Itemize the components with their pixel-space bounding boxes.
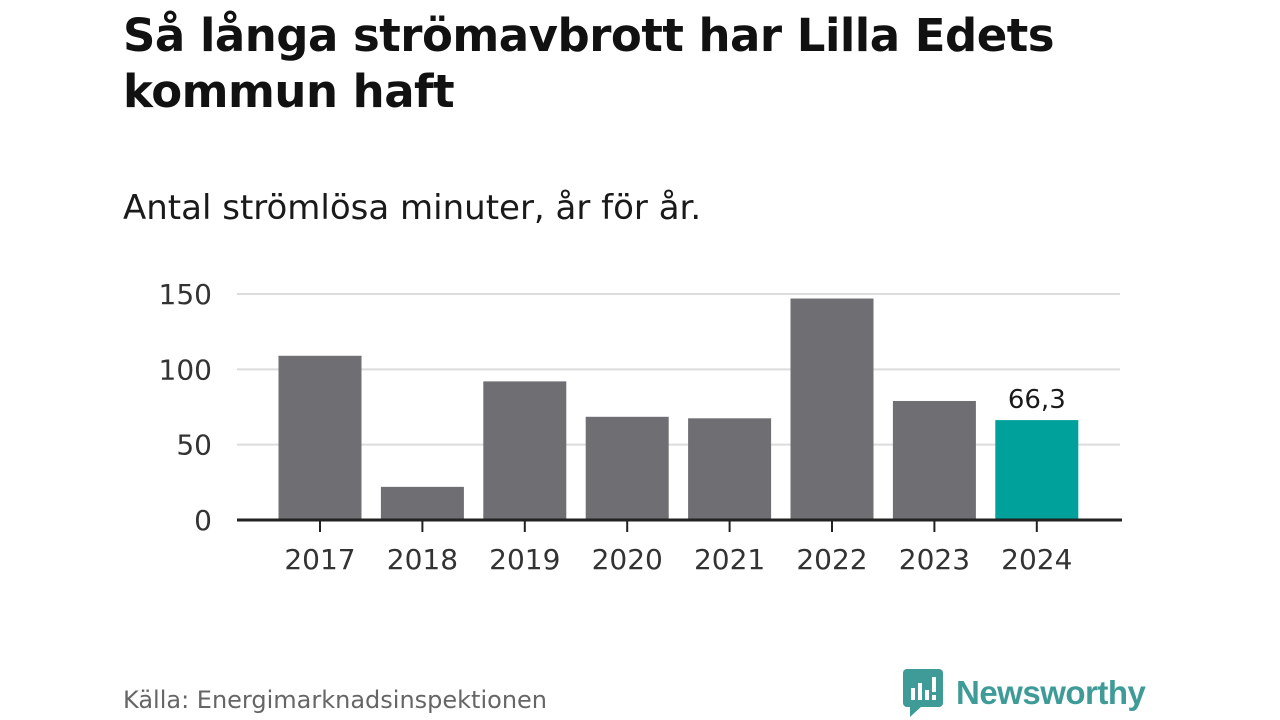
x-tick-label: 2019	[489, 543, 560, 576]
chart-subtitle: Antal strömlösa minuter, år för år.	[123, 188, 702, 228]
bar-2022	[790, 298, 874, 520]
x-tick-label: 2022	[796, 543, 867, 576]
y-tick-label: 0	[194, 504, 212, 537]
x-tick-label: 2021	[694, 543, 765, 576]
bar-2018	[380, 486, 464, 520]
y-tick-label: 50	[176, 429, 212, 462]
brand-name: Newsworthy	[956, 674, 1146, 711]
y-tick-label: 100	[159, 353, 212, 386]
x-tick-label: 2023	[899, 543, 970, 576]
source-note: Källa: Energimarknadsinspektionen	[123, 686, 548, 714]
bar-2017	[278, 355, 362, 520]
x-tick-label: 2017	[284, 543, 355, 576]
chart-title: Så långa strömavbrott har Lilla Edets ko…	[123, 9, 1055, 118]
y-tick-label: 150	[159, 278, 212, 311]
bar-2024	[995, 420, 1079, 520]
bar-2019	[483, 381, 567, 520]
x-tick-label: 2020	[592, 543, 663, 576]
x-tick-label: 2024	[1001, 543, 1072, 576]
bar-2021	[688, 418, 772, 520]
brand-logo: Newsworthy	[902, 668, 1146, 718]
data-label: 66,3	[1008, 385, 1066, 415]
x-tick-label: 2018	[387, 543, 458, 576]
bar-2023	[892, 400, 976, 520]
newsworthy-logo-icon	[903, 669, 943, 717]
bar-2020	[585, 416, 669, 520]
